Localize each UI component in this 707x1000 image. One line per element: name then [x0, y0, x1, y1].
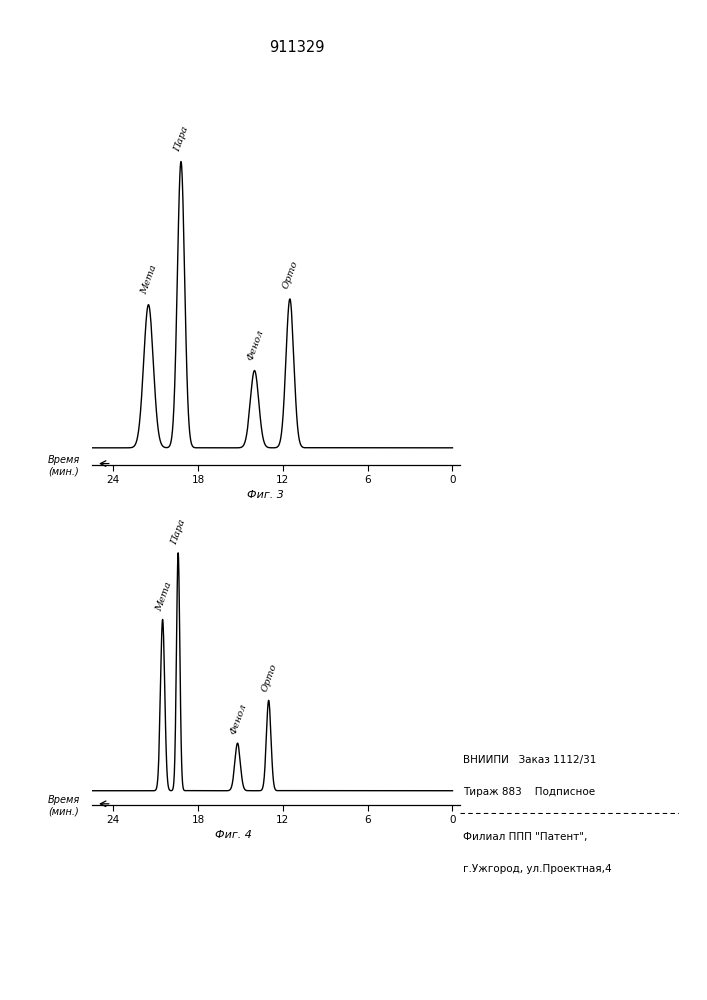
Text: Фиг. 3: Фиг. 3 [247, 490, 284, 500]
Text: Пара: Пара [173, 125, 190, 153]
Text: ВНИИПИ   Заказ 1112/31: ВНИИПИ Заказ 1112/31 [463, 755, 597, 765]
Text: Фенол: Фенол [246, 328, 266, 362]
Text: Мета: Мета [154, 580, 173, 612]
Text: Орто: Орто [260, 663, 279, 693]
Text: Фенол: Фенол [229, 703, 249, 736]
Text: Время
(мин.): Время (мин.) [48, 795, 81, 817]
Text: 911329: 911329 [269, 40, 325, 55]
Text: Фиг. 4: Фиг. 4 [215, 830, 252, 840]
Text: Мета: Мета [140, 264, 159, 296]
Text: Орто: Орто [281, 260, 300, 290]
Text: Тираж 883    Подписное: Тираж 883 Подписное [463, 787, 595, 797]
Text: г.Ужгород, ул.Проектная,4: г.Ужгород, ул.Проектная,4 [463, 864, 612, 874]
Text: Пара: Пара [170, 518, 187, 546]
Text: Филиал ППП "Патент",: Филиал ППП "Патент", [463, 832, 588, 842]
Text: Время
(мин.): Время (мин.) [48, 455, 81, 477]
